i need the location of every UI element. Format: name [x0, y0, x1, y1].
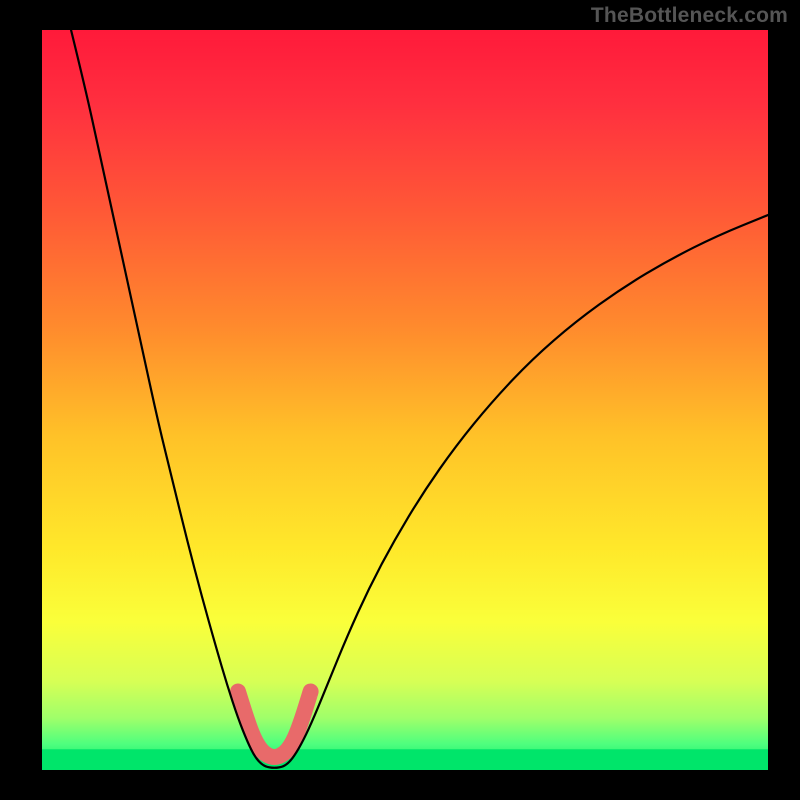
chart-stage: TheBottleneck.com — [0, 0, 800, 800]
gradient-background — [42, 30, 768, 770]
plot-area — [42, 30, 768, 770]
attribution-label: TheBottleneck.com — [591, 4, 788, 28]
green-baseline-strip — [42, 749, 768, 770]
bottleneck-chart — [0, 0, 800, 800]
